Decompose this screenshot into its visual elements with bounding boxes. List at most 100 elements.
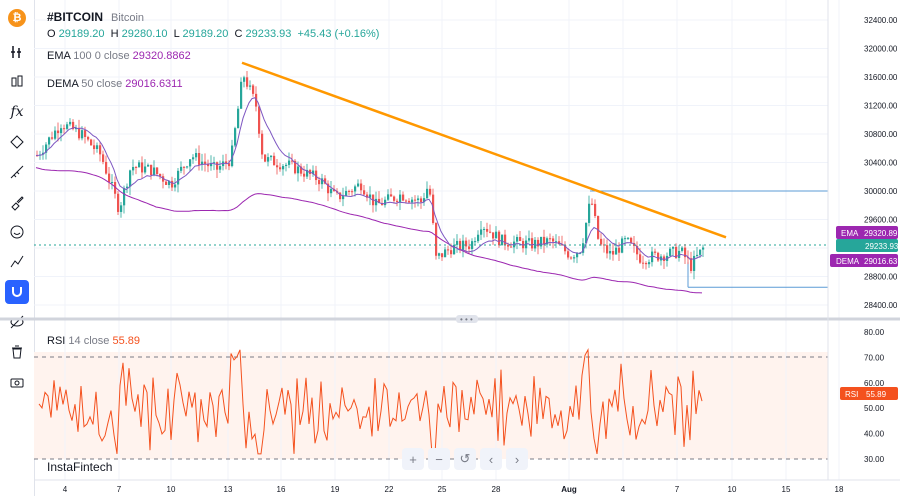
crosshair-icon[interactable]	[5, 40, 29, 64]
candle-body	[285, 164, 288, 167]
scroll-right-button[interactable]: ›	[506, 448, 528, 470]
candle-body	[555, 241, 558, 243]
candles-icon[interactable]	[5, 70, 29, 94]
screenshot-icon[interactable]	[5, 370, 29, 394]
trash-icon[interactable]	[5, 340, 29, 364]
candle-body	[657, 252, 660, 261]
reset-button[interactable]: ↺	[454, 448, 476, 470]
candle-body	[483, 228, 486, 230]
brush-icon[interactable]	[5, 190, 29, 214]
candle-body	[54, 130, 57, 139]
candle-body	[462, 240, 465, 250]
candle-body	[498, 231, 501, 246]
candle-body	[396, 200, 399, 202]
candle-body	[597, 216, 600, 239]
dema-legend[interactable]: DEMA 50 close 29016.6311	[47, 78, 183, 90]
candle-body	[306, 169, 309, 177]
candle-body	[573, 257, 576, 259]
price-tick: 31600.00	[864, 73, 898, 82]
candle-body	[702, 247, 705, 250]
ruler-icon[interactable]	[5, 160, 29, 184]
candle-body	[477, 234, 480, 242]
price-tick: 31200.00	[864, 102, 898, 111]
candle-body	[585, 222, 588, 244]
time-tick: 22	[385, 485, 394, 494]
rsi-badge-label: RSI	[845, 390, 858, 399]
candle-body	[294, 160, 297, 174]
candle-body	[345, 190, 348, 197]
rsi-tick: 30.00	[864, 455, 885, 464]
dema-line	[35, 97, 703, 260]
candle-body	[540, 236, 543, 247]
candle-body	[135, 166, 138, 168]
candle-body	[324, 178, 327, 184]
time-axis[interactable]: 4 7 10 13 16 19 22 25 28 Aug 4 7 10 15 18	[63, 485, 844, 494]
candle-body	[699, 249, 702, 255]
candle-body	[177, 170, 180, 185]
candle-body	[234, 128, 237, 146]
pane-drag-handle[interactable]: • • •	[456, 315, 478, 324]
last-price-value: 29233.93	[865, 242, 899, 251]
candle-body	[507, 244, 510, 247]
rsi-tick: 40.00	[864, 430, 885, 439]
candle-body	[45, 144, 48, 153]
pattern-icon[interactable]	[5, 130, 29, 154]
candle-body	[411, 199, 414, 203]
candle-body	[627, 237, 630, 239]
candle-body	[669, 248, 672, 256]
candle-body	[381, 203, 384, 206]
candle-body	[69, 121, 72, 125]
rsi-badge: RSI 55.89	[840, 387, 898, 400]
candle-body	[447, 249, 450, 251]
candle-body	[216, 162, 219, 170]
candle-body	[174, 184, 177, 188]
candle-body	[420, 198, 423, 203]
candle-body	[582, 243, 585, 253]
ema-legend[interactable]: EMA 100 0 close 29320.8862	[47, 50, 191, 62]
candle-body	[417, 198, 420, 201]
candle-body	[201, 161, 204, 165]
grid	[34, 0, 840, 480]
candle-body	[78, 127, 81, 139]
zoom-in-button[interactable]: +	[402, 448, 424, 470]
candle-body	[297, 166, 300, 174]
price-tick: 30000.00	[864, 187, 898, 196]
candle-body	[258, 106, 261, 134]
candle-body	[321, 178, 324, 185]
candle-body	[171, 180, 174, 188]
candle-body	[465, 240, 468, 247]
candle-body	[273, 155, 276, 166]
candle-body	[681, 247, 684, 251]
scroll-left-button[interactable]: ‹	[480, 448, 502, 470]
zoom-out-button[interactable]: −	[428, 448, 450, 470]
rsi-legend[interactable]: RSI 14 close 55.89	[47, 335, 140, 347]
indicators-icon[interactable]: fx	[10, 104, 24, 120]
candle-body	[114, 182, 117, 194]
candle-body	[237, 108, 240, 129]
candle-body	[120, 205, 123, 212]
measure-icon[interactable]	[5, 250, 29, 274]
price-tick: 30800.00	[864, 130, 898, 139]
candle-body	[63, 128, 66, 130]
magnet-icon[interactable]	[5, 280, 29, 304]
candle-body	[429, 188, 432, 195]
rsi-params: 14 close	[68, 335, 110, 347]
candle-body	[588, 203, 591, 223]
trendline[interactable]	[241, 61, 727, 239]
candle-body	[57, 130, 60, 134]
svg-text:• • •: • • •	[460, 315, 473, 324]
ema-badge-value: 29320.89	[864, 229, 898, 238]
time-tick: 18	[835, 485, 844, 494]
candle-body	[327, 183, 330, 194]
emoji-icon[interactable]	[5, 220, 29, 244]
candle-body	[495, 231, 498, 239]
candle-body	[510, 246, 513, 248]
candle-body	[108, 173, 111, 183]
rsi-tick: 60.00	[864, 379, 885, 388]
price-tick: 30400.00	[864, 159, 898, 168]
candle-body	[678, 250, 681, 258]
candle-body	[387, 194, 390, 200]
candle-body	[360, 183, 363, 191]
high-value: 29280.10	[121, 28, 168, 40]
